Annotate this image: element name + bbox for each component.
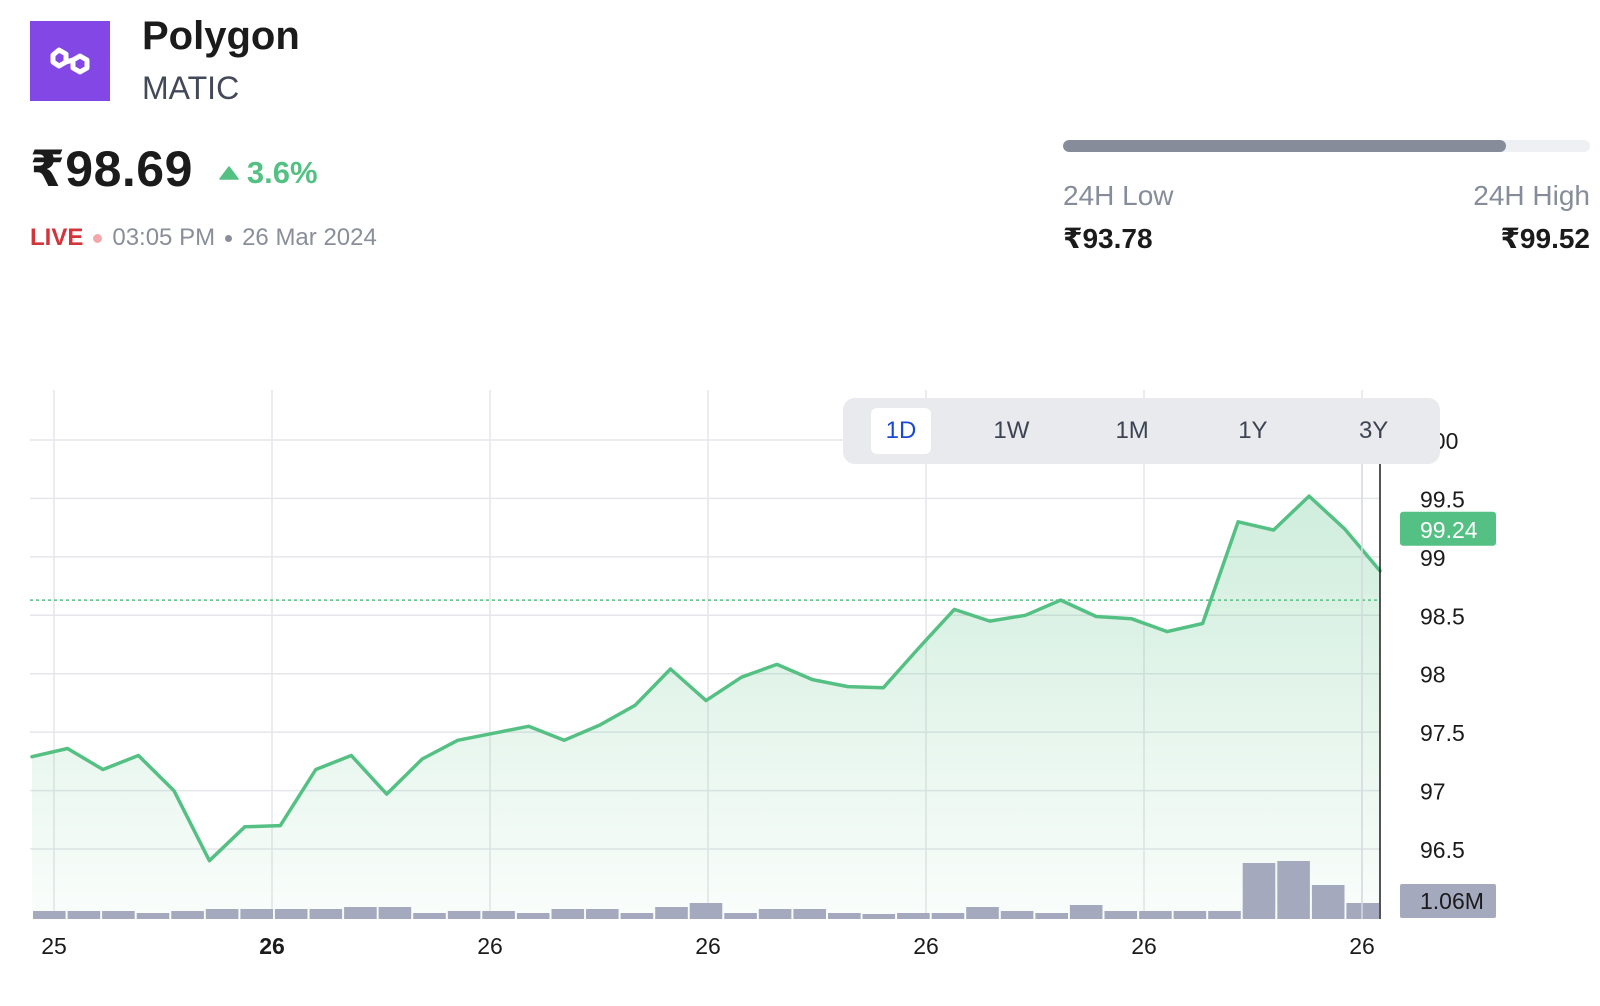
volume-bar [793, 909, 826, 919]
volume-bar [897, 913, 930, 919]
live-status: LIVE 03:05 PM 26 Mar 2024 [30, 224, 377, 252]
price-chart[interactable]: 10099.59998.59897.59796.599.241.06M25262… [0, 380, 1600, 1006]
range-low-value: ₹93.78 [1063, 223, 1153, 254]
volume-bar [102, 911, 135, 919]
volume-bar [33, 911, 66, 919]
y-tick-label: 99.5 [1420, 486, 1465, 512]
x-tick-label: 26 [1349, 933, 1375, 959]
coin-name: Polygon [142, 14, 300, 58]
volume-bar [413, 913, 446, 919]
volume-bar [240, 909, 273, 919]
volume-bar [1242, 863, 1276, 919]
x-tick-label: 26 [1131, 933, 1157, 959]
volume-bar [171, 911, 204, 919]
volume-bar [1000, 911, 1034, 919]
volume-bar [551, 909, 585, 919]
range-fill [1063, 140, 1506, 152]
price-change: 3.6% [219, 155, 318, 191]
volume-bar [758, 909, 792, 919]
volume-bar [482, 911, 515, 919]
live-dot-icon [93, 233, 103, 243]
polygon-chain-icon [50, 47, 90, 75]
timeframe-tabs: 1D 1W 1M 1Y 3Y [843, 398, 1440, 464]
x-tick-label: 26 [259, 933, 285, 959]
volume-bar [1208, 911, 1241, 919]
x-tick-label: 26 [913, 933, 939, 959]
y-tick-label: 96.5 [1420, 837, 1465, 863]
y-tick-label: 98 [1420, 662, 1446, 688]
volume-bar [724, 913, 757, 919]
tab-1w[interactable]: 1W [993, 417, 1030, 444]
y-tick-label: 99 [1420, 545, 1446, 571]
x-tick-label: 25 [41, 933, 67, 959]
volume-bar [586, 909, 619, 919]
last-updated-date: 26 Mar 2024 [242, 224, 377, 251]
volume-bar [1035, 913, 1068, 919]
volume-bar [1104, 911, 1138, 919]
volume-bar [516, 913, 550, 919]
volume-bar [1277, 861, 1310, 919]
volume-bar [1139, 911, 1172, 919]
range-24h: 24H Low 24H High ₹93.78 ₹99.52 [1063, 140, 1590, 255]
volume-bar [966, 907, 999, 919]
volume-bar [1311, 885, 1345, 919]
volume-bar [689, 903, 723, 919]
triangle-up-icon [219, 166, 239, 180]
volume-bar [862, 914, 896, 919]
range-high-value: ₹99.52 [1500, 223, 1590, 254]
range-low-label: 24H Low [1063, 180, 1174, 211]
volume-label: 1.06M [1420, 888, 1484, 914]
volume-bar [309, 909, 343, 919]
range-high-label: 24H High [1473, 180, 1590, 211]
live-badge: LIVE [30, 224, 84, 251]
coin-symbol: MATIC [142, 70, 240, 106]
volume-bar [1173, 911, 1207, 919]
tab-1y[interactable]: 1Y [1238, 417, 1268, 444]
y-tick-label: 97.5 [1420, 720, 1465, 746]
x-tick-label: 26 [695, 933, 721, 959]
volume-bar [136, 913, 170, 919]
tab-1m[interactable]: 1M [1115, 417, 1149, 444]
range-track [1063, 140, 1590, 152]
volume-bar [344, 907, 377, 919]
volume-badge [1400, 884, 1496, 918]
volume-bar [620, 913, 654, 919]
tab-1d[interactable]: 1D [871, 408, 931, 454]
volume-bar [205, 909, 239, 919]
price-area [32, 496, 1380, 919]
volume-bar [931, 913, 965, 919]
price-row: ₹98.69 3.6% [30, 140, 318, 198]
tab-3y[interactable]: 3Y [1358, 417, 1389, 444]
last-updated-time: 03:05 PM [112, 224, 216, 251]
price-line [30, 494, 1382, 863]
current-price: ₹98.69 [30, 141, 193, 197]
volume-bar [447, 911, 481, 919]
volume-bar [655, 907, 688, 919]
volume-bar [378, 907, 412, 919]
y-tick-label: 97 [1420, 779, 1446, 805]
separator-dot-icon [225, 234, 233, 242]
current-value-label: 99.24 [1420, 517, 1478, 543]
price-change-value: 3.6% [246, 155, 318, 190]
volume-bar [828, 913, 861, 919]
x-tick-label: 26 [477, 933, 503, 959]
volume-bar [274, 909, 308, 919]
y-tick-label: 98.5 [1420, 603, 1465, 629]
polygon-logo-icon [30, 21, 110, 101]
volume-bar [1069, 905, 1103, 919]
volume-bar [67, 911, 101, 919]
current-value-badge [1400, 511, 1496, 546]
